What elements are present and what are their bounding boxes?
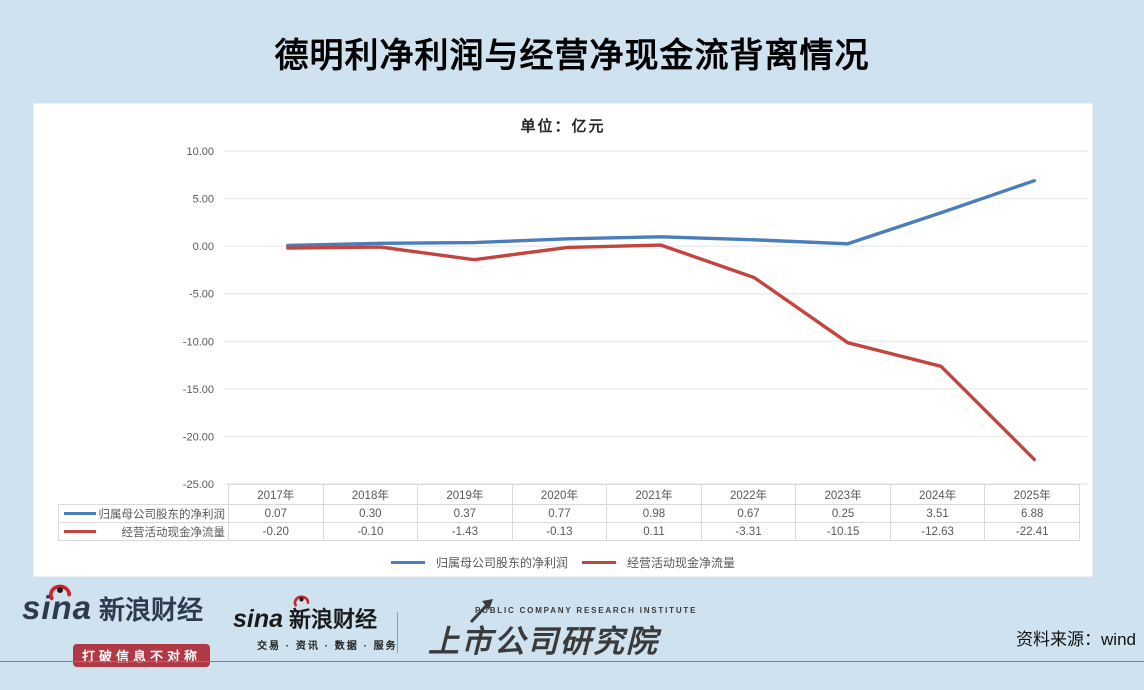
value-cell: 0.25 bbox=[795, 504, 891, 523]
value-cell: 0.11 bbox=[606, 522, 702, 541]
table-col-header: 2021年 bbox=[606, 484, 702, 505]
value-cell: -3.31 bbox=[700, 522, 797, 541]
legend-label: 归属母公司股东的净利润 bbox=[435, 556, 568, 570]
table-header-row: 2017年 2018年 2019年 2020年 2021年 2022年 2023年 2024年… bbox=[59, 484, 1080, 505]
series-label-cell: 归属母公司股东的净利润 bbox=[58, 504, 229, 523]
chart-data-table: 2017年 2018年 2019年 2020年 2021年 2022年 2023年 2024年… bbox=[58, 484, 1080, 541]
table-col-header: 2025年 bbox=[984, 484, 1080, 505]
table-col-header: 2024年 bbox=[889, 484, 986, 505]
value-cell: 3.51 bbox=[889, 504, 986, 523]
y-axis-label: -10.00 bbox=[183, 336, 214, 348]
institute-cn-text: 上市公司研究院 bbox=[428, 624, 659, 659]
institute-en-text: PUBLIC COMPANY RESEARCH INSTITUTE bbox=[475, 606, 698, 615]
sina-wordmark: sina bbox=[22, 589, 93, 626]
y-axis-label: 0.00 bbox=[193, 241, 214, 253]
table-row: 经营活动现金净流量 -0.20 -0.10 -1.43 -0.13 0.11 -3.31 -1… bbox=[58, 522, 1080, 541]
sina-services-text: 交易 · 资讯 · 数据 · 服务 bbox=[257, 641, 398, 652]
series-line-1 bbox=[285, 243, 1036, 462]
footer: sina 新浪财经 打破信息不对称 sina 新浪财经 交易 · 资讯 · 数据… bbox=[0, 577, 1144, 690]
value-cell: -10.15 bbox=[795, 522, 891, 541]
value-cell: -12.63 bbox=[889, 522, 986, 541]
table-corner-cell bbox=[59, 485, 229, 505]
page-title: 德明利净利润与经营净现金流背离情况 bbox=[274, 37, 870, 75]
legend-item: 归属母公司股东的净利润 bbox=[390, 554, 568, 571]
table-col-header: 2020年 bbox=[511, 484, 608, 505]
chart-legend: 归属母公司股东的净利润 经营活动现金净流量 bbox=[34, 554, 1092, 571]
value-cell: 0.07 bbox=[228, 504, 324, 523]
sina-brand-cn: 新浪财经 bbox=[99, 595, 204, 625]
legend-key-line bbox=[64, 512, 96, 515]
line-chart: 10.00 5.00 0.00 -5.00 -10.00 -15.00 -20.00 -25.… bbox=[183, 146, 1088, 491]
series-label-cell: 经营活动现金净流量 bbox=[58, 522, 229, 541]
legend-swatch bbox=[582, 561, 616, 564]
legend-key-line bbox=[64, 530, 96, 533]
sina-brand-cn: 新浪财经 bbox=[289, 607, 378, 632]
institute-logo: PUBLIC COMPANY RESEARCH INSTITUTE 上市公司研究… bbox=[428, 599, 698, 661]
legend-item: 经营活动现金净流量 bbox=[582, 554, 735, 571]
legend-label: 经营活动现金净流量 bbox=[627, 556, 736, 570]
value-cell: -22.41 bbox=[984, 522, 1080, 541]
chart-panel: 10.00 5.00 0.00 -5.00 -10.00 -15.00 -20.00 -25.… bbox=[33, 103, 1093, 577]
chart-subtitle: 单位：亿元 bbox=[520, 118, 606, 135]
value-cell: -1.43 bbox=[417, 522, 513, 541]
series-name: 归属母公司股东的净利润 bbox=[98, 508, 226, 521]
series-line-0 bbox=[285, 178, 1036, 248]
sina-eye-icon bbox=[49, 584, 71, 601]
sina-logo-main: sina 新浪财经 打破信息不对称 bbox=[22, 584, 211, 667]
table-col-header: 2023年 bbox=[795, 484, 891, 505]
value-cell: -0.10 bbox=[322, 522, 419, 541]
value-cell: -0.13 bbox=[511, 522, 608, 541]
table-col-header: 2022年 bbox=[700, 484, 797, 505]
y-axis-label: -20.00 bbox=[183, 431, 214, 443]
y-axis-label: -15.00 bbox=[183, 384, 214, 396]
y-axis-label: 5.00 bbox=[193, 194, 214, 206]
value-cell: 0.77 bbox=[511, 504, 608, 523]
y-axis-label: -25.00 bbox=[183, 479, 214, 491]
sina-logo-secondary: sina 新浪财经 交易 · 资讯 · 数据 · 服务 bbox=[233, 595, 398, 652]
series-name: 经营活动现金净流量 bbox=[121, 526, 226, 539]
sina-eye-icon bbox=[293, 595, 310, 607]
y-axis-label: -5.00 bbox=[189, 289, 214, 301]
sina-wordmark: sina bbox=[233, 605, 284, 633]
footer-rule bbox=[0, 661, 1144, 662]
y-axis-label: 10.00 bbox=[186, 146, 214, 158]
value-cell: 6.88 bbox=[984, 504, 1080, 523]
value-cell: 0.30 bbox=[322, 504, 419, 523]
value-cell: -0.20 bbox=[228, 522, 324, 541]
table-col-header: 2019年 bbox=[417, 484, 513, 505]
value-cell: 0.98 bbox=[606, 504, 702, 523]
footer-divider-vertical bbox=[397, 612, 398, 653]
value-cell: 0.37 bbox=[417, 504, 513, 523]
table-col-header: 2017年 bbox=[228, 484, 324, 505]
sina-slogan-badge: 打破信息不对称 bbox=[73, 644, 211, 667]
legend-swatch bbox=[390, 561, 425, 564]
value-cell: 0.67 bbox=[700, 504, 797, 523]
table-row: 归属母公司股东的净利润 0.07 0.30 0.37 0.77 0.98 0.67 0.25 3… bbox=[58, 504, 1080, 523]
data-source-label: 资料来源：wind bbox=[1016, 630, 1136, 649]
institute-arrow-icon bbox=[469, 599, 493, 624]
table-col-header: 2018年 bbox=[322, 484, 419, 505]
